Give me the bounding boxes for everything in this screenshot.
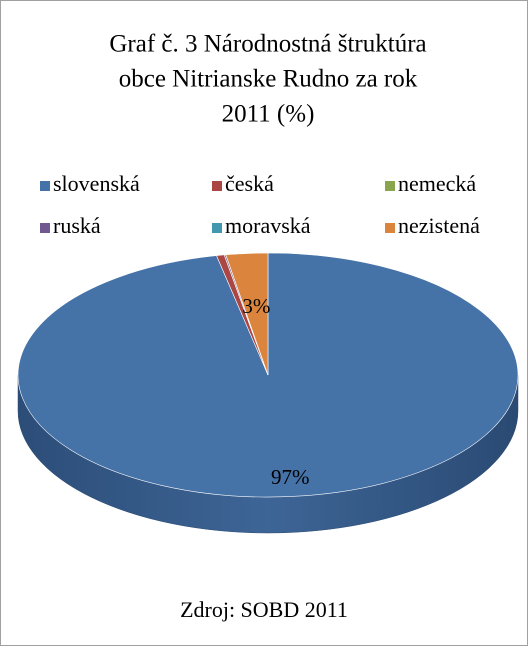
legend-swatch [212, 181, 222, 191]
pie-slice [225, 252, 269, 376]
legend-label: nezistená [398, 213, 480, 238]
legend-label: moravská [225, 213, 311, 238]
legend-label: česká [225, 171, 274, 196]
legend-swatch [385, 181, 395, 191]
legend-swatch [40, 223, 50, 233]
value-label: 97% [271, 465, 310, 489]
legend-swatch [40, 181, 50, 191]
legend-label: slovenská [53, 171, 140, 196]
legend-label: ruská [53, 213, 101, 238]
legend-swatch [212, 223, 222, 233]
legend-swatch [385, 223, 395, 233]
chart-title: obce Nitrianske Rudno za rok [119, 66, 418, 93]
legend-label: nemecká [398, 171, 476, 196]
value-label: 3% [242, 294, 270, 318]
chart-title: 2011 (%) [222, 101, 315, 128]
source: Zdroj: SOBD 2011 [180, 597, 348, 622]
chart-title: Graf č. 3 Národnostná štruktúra [109, 31, 426, 58]
